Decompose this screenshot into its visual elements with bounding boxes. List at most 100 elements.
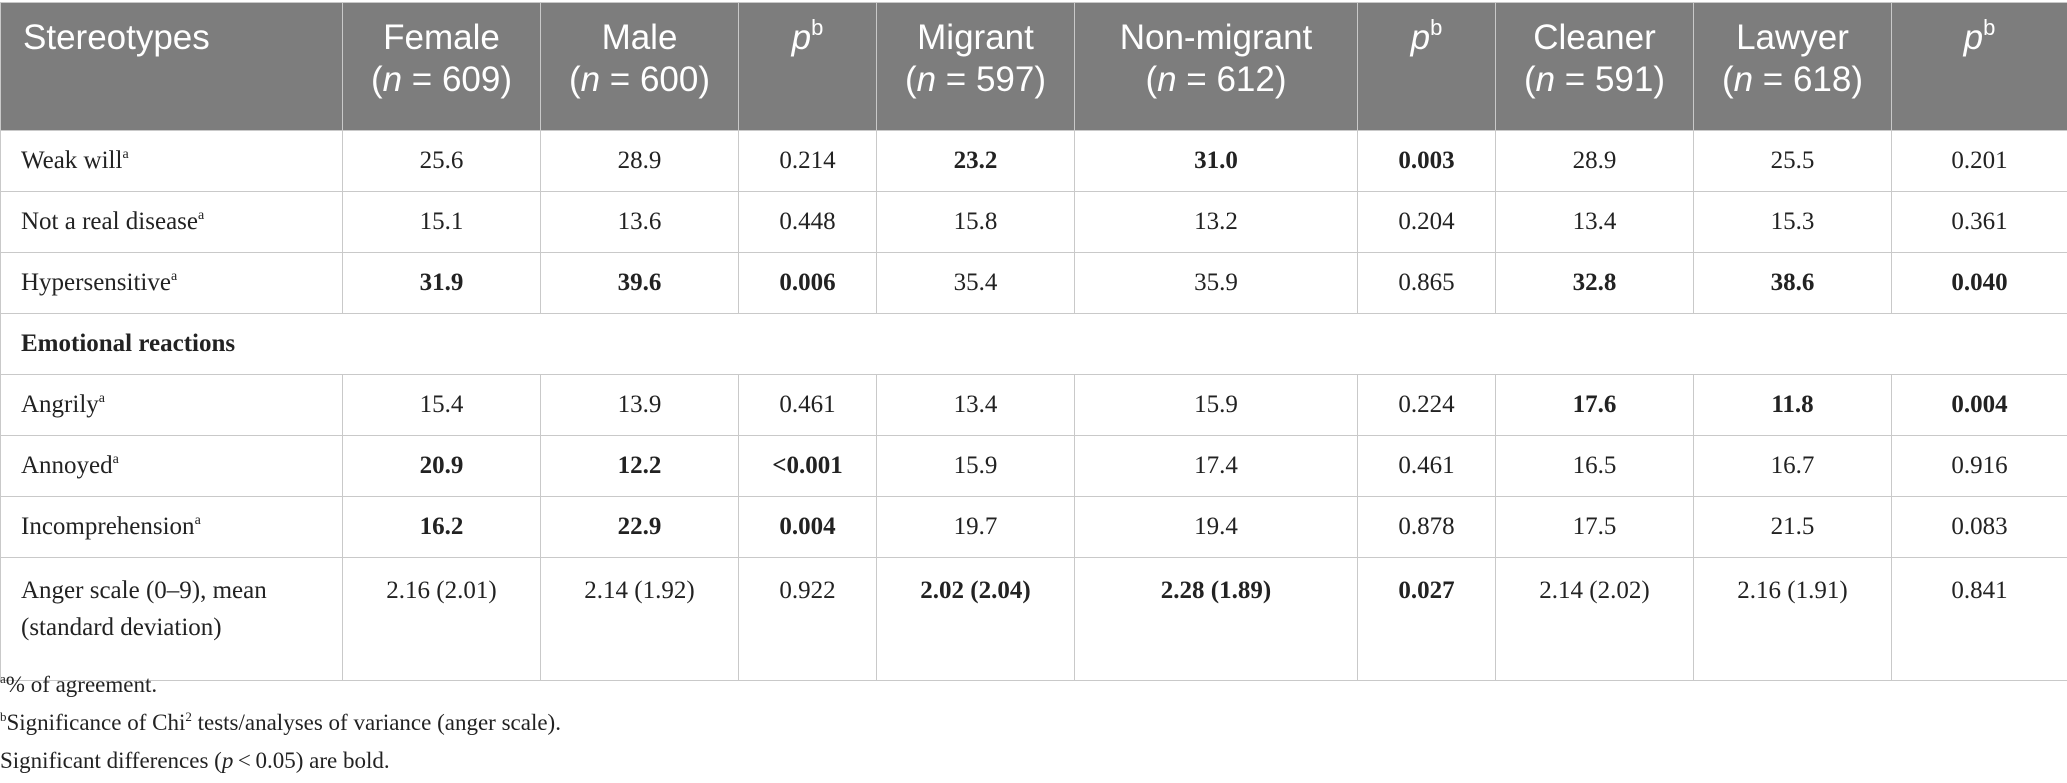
table-cell: 0.083 (1891, 496, 2067, 558)
table-cell: 11.8 (1693, 374, 1892, 436)
n-equals: = (1555, 60, 1595, 99)
n-value: 612 (1216, 60, 1275, 99)
row-label-text: Weak will (21, 147, 123, 174)
column-header: Migrant (n = 597) (876, 2, 1075, 131)
table-cell: <0.001 (738, 435, 877, 497)
table-cell: 0.204 (1357, 191, 1496, 253)
table-cell: 15.4 (342, 374, 541, 436)
footnote-b: bSignificance of Chi2 tests/analyses of … (0, 704, 561, 742)
column-header-n: (n = 612) (1145, 60, 1287, 99)
table-row: Not a real diseasea 15.1 13.6 0.448 15.8 13.2… (0, 191, 2067, 253)
section-heading: Emotional reactions (0, 313, 2067, 375)
n-equals: = (1176, 60, 1217, 99)
p-superscript: b (811, 15, 824, 40)
p-superscript: b (1983, 15, 1996, 40)
table-cell: 0.201 (1891, 130, 2067, 192)
n-value: 618 (1792, 60, 1852, 99)
row-label: Angrilya (0, 374, 343, 436)
column-header-label: Cleaner (1533, 18, 1656, 57)
column-header-p-value: pb (738, 2, 877, 131)
table-cell: 25.5 (1693, 130, 1892, 192)
table-cell: 28.9 (540, 130, 739, 192)
table-cell: 15.9 (1074, 374, 1358, 436)
table-cell: 21.5 (1693, 496, 1892, 558)
table-cell: 2.28 (1.89) (1074, 557, 1358, 681)
table-cell: 15.3 (1693, 191, 1892, 253)
row-label-superscript: a (98, 391, 105, 406)
table-row: Incomprehensiona 16.2 22.9 0.004 19.7 19.4 0.8… (0, 496, 2067, 558)
table-row: Weak willa 25.6 28.9 0.214 23.2 31.0 0.003 28.9… (0, 130, 2067, 192)
row-label: Incomprehensiona (0, 496, 343, 558)
column-header: Lawyer (n = 618) (1693, 2, 1892, 131)
column-header-p-value: pb (1891, 2, 2067, 131)
n-symbol: n (1157, 60, 1177, 99)
table-cell: 0.916 (1891, 435, 2067, 497)
table-cell: 15.8 (876, 191, 1075, 253)
table-cell: 0.461 (1357, 435, 1496, 497)
footnote-c-text: Significant differences ( (0, 748, 222, 773)
column-header-label: Stereotypes (23, 18, 210, 57)
row-label-text: Anger scale (0–9), mean (standard deviat… (21, 577, 267, 641)
table-cell: 32.8 (1495, 252, 1694, 314)
table-cell: 15.1 (342, 191, 541, 253)
n-equals: = (402, 60, 442, 99)
column-header-label: Non-migrant (1119, 18, 1313, 57)
table-cell: 0.361 (1891, 191, 2067, 253)
column-header: Female (n = 609) (342, 2, 541, 131)
table-cell: 0.040 (1891, 252, 2067, 314)
column-header-label: Female (383, 18, 500, 57)
header-row: Stereotypes Female (n = 609) Male (n = 600) p… (0, 2, 2067, 131)
row-label-superscript: a (112, 452, 119, 467)
table-cell: 35.4 (876, 252, 1075, 314)
table-cell: 23.2 (876, 130, 1075, 192)
footnote-c-p-symbol: p (221, 748, 234, 773)
footnote-c: Significant differences (p < 0.05) are b… (0, 742, 561, 780)
table-cell: 0.006 (738, 252, 877, 314)
table-cell: 0.878 (1357, 496, 1496, 558)
table-cell: 13.2 (1074, 191, 1358, 253)
column-header: Cleaner (n = 591) (1495, 2, 1694, 131)
table-row: Anger scale (0–9), mean (standard deviat… (0, 557, 2067, 681)
footnote-a-mark: a (0, 671, 6, 686)
row-label: Weak willa (0, 130, 343, 192)
table-cell: 2.14 (2.02) (1495, 557, 1694, 681)
table-cell: 0.004 (1891, 374, 2067, 436)
table-cell: 0.865 (1357, 252, 1496, 314)
table-cell: 0.224 (1357, 374, 1496, 436)
n-value: 600 (639, 60, 699, 99)
table-cell: 17.4 (1074, 435, 1358, 497)
footnote-a-text: % of agreement. (5, 672, 158, 697)
table-row: Annoyeda 20.9 12.2 <0.001 15.9 17.4 0.461 16.5 1… (0, 435, 2067, 497)
n-symbol: n (916, 60, 937, 99)
section-row: Emotional reactions (0, 313, 2067, 375)
column-header: Male (n = 600) (540, 2, 739, 131)
p-symbol: p (1963, 18, 1984, 57)
table-cell: 12.2 (540, 435, 739, 497)
n-value: 609 (441, 60, 501, 99)
row-label: Not a real diseasea (0, 191, 343, 253)
table-cell: 28.9 (1495, 130, 1694, 192)
footnote-c-text-tail: < 0.05) are bold. (233, 748, 390, 773)
footnote-b-mark: b (0, 709, 7, 724)
table-cell: 16.5 (1495, 435, 1694, 497)
column-header-n: (n = 600) (568, 60, 711, 99)
table-row: Hypersensitivea 31.9 39.6 0.006 35.4 35.9 0.86… (0, 252, 2067, 314)
table-cell: 25.6 (342, 130, 541, 192)
column-header-n: (n = 597) (904, 60, 1047, 99)
column-header-label: Lawyer (1736, 18, 1849, 57)
column-header-label: Migrant (917, 18, 1034, 57)
table-cell: 0.214 (738, 130, 877, 192)
table-cell: 2.16 (1.91) (1693, 557, 1892, 681)
footnote-a: a% of agreement. (0, 666, 561, 704)
row-label-text: Angrily (21, 391, 99, 418)
table-cell: 38.6 (1693, 252, 1892, 314)
table-cell: 13.6 (540, 191, 739, 253)
table-cell: 13.4 (1495, 191, 1694, 253)
row-label-superscript: a (122, 147, 129, 162)
column-header: Non-migrant (n = 612) (1074, 2, 1358, 131)
table-cell: 0.841 (1891, 557, 2067, 681)
n-equals: = (600, 60, 640, 99)
table-cell: 0.448 (738, 191, 877, 253)
row-label-superscript: a (198, 208, 205, 223)
table-body: Weak willa 25.6 28.9 0.214 23.2 31.0 0.003 28.9… (0, 130, 2067, 681)
